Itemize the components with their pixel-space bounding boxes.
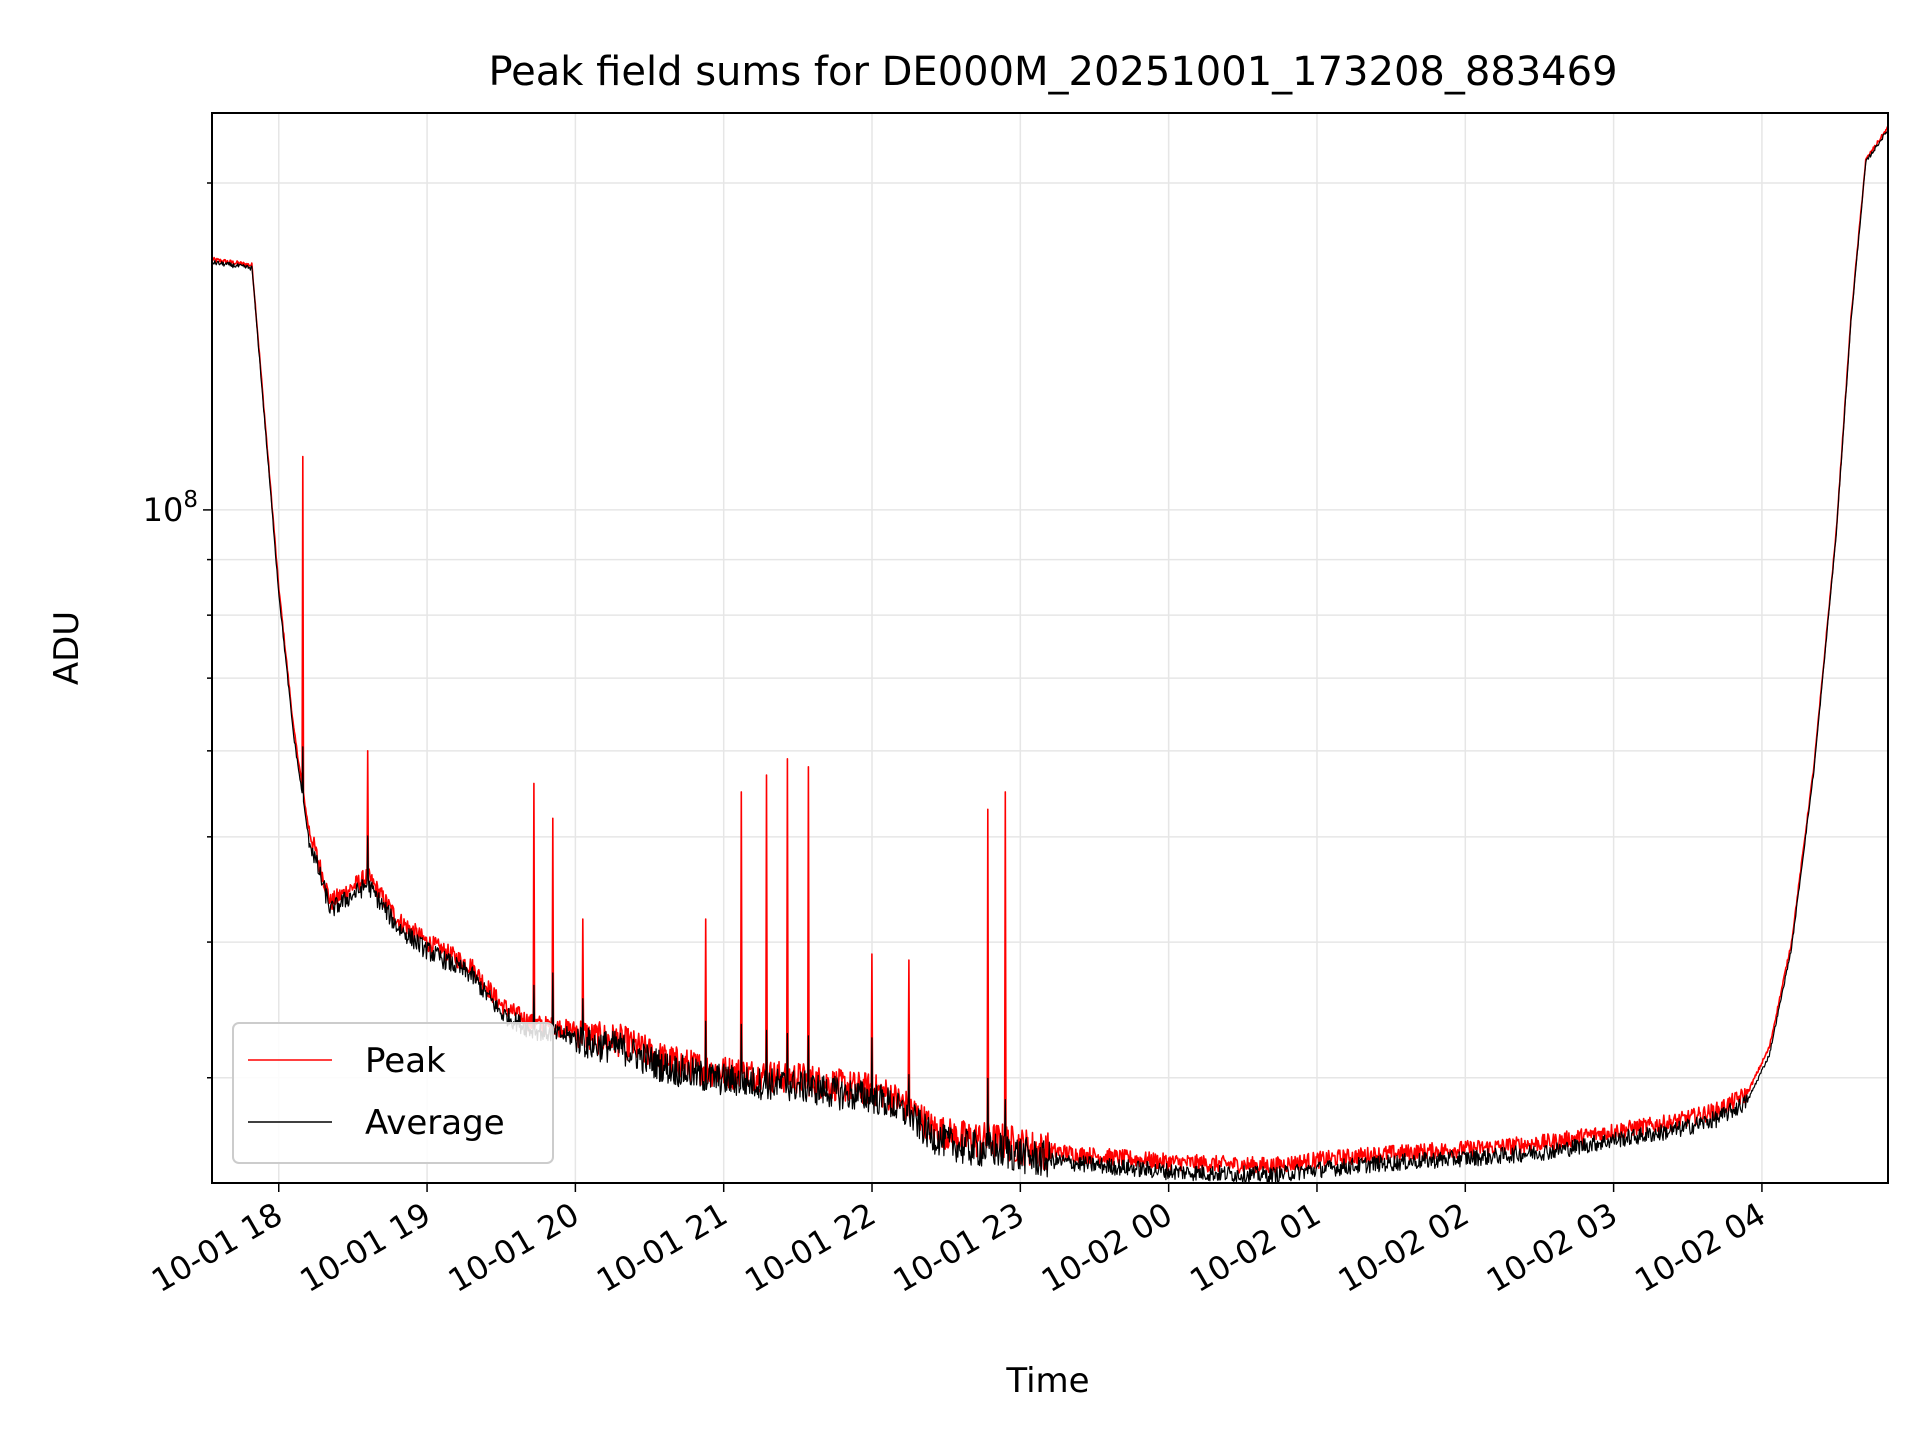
series-layer [212, 125, 1888, 1183]
grid-lines [212, 113, 1888, 1183]
legend: Peak Average [232, 1022, 554, 1164]
series-line-average [212, 129, 1888, 1183]
chart-title: Peak field sums for DE000M_20251001_1732… [488, 49, 1617, 95]
legend-label-average: Average [365, 1103, 505, 1143]
plot-frame [211, 112, 1889, 1184]
y-axis-ticks: 108 [143, 182, 212, 1079]
legend-box [232, 1022, 554, 1164]
legend-label-peak: Peak [365, 1041, 446, 1081]
y-tick-label: 108 [143, 487, 198, 529]
y-axis-label: ADU [47, 611, 87, 685]
x-axis-label: Time [1005, 1361, 1089, 1401]
